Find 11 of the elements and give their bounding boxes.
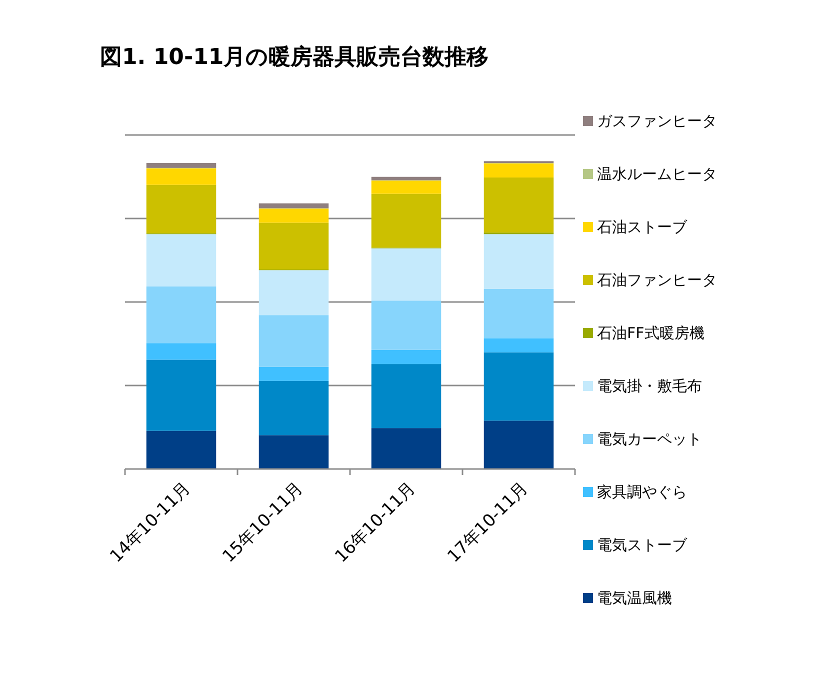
legend-label: 電気温風機 [597,589,672,607]
legend-label: 石油FF式暖房機 [597,324,704,342]
legend-label: 家具調やぐら [597,483,687,501]
legend-label: 石油ストーブ [597,218,688,236]
legend-label: 電気ストーブ [597,536,688,554]
legend-label: 石油ファンヒータ [597,271,717,289]
legend-label: ガスファンヒータ [597,112,717,130]
chart-title: 図1. 10-11月の暖房器具販売台数推移 [100,44,489,70]
legend-label: 温水ルームヒータ [597,165,717,183]
legend-label: 電気カーペット [597,430,702,448]
legend-label: 電気掛・敷毛布 [597,377,702,395]
